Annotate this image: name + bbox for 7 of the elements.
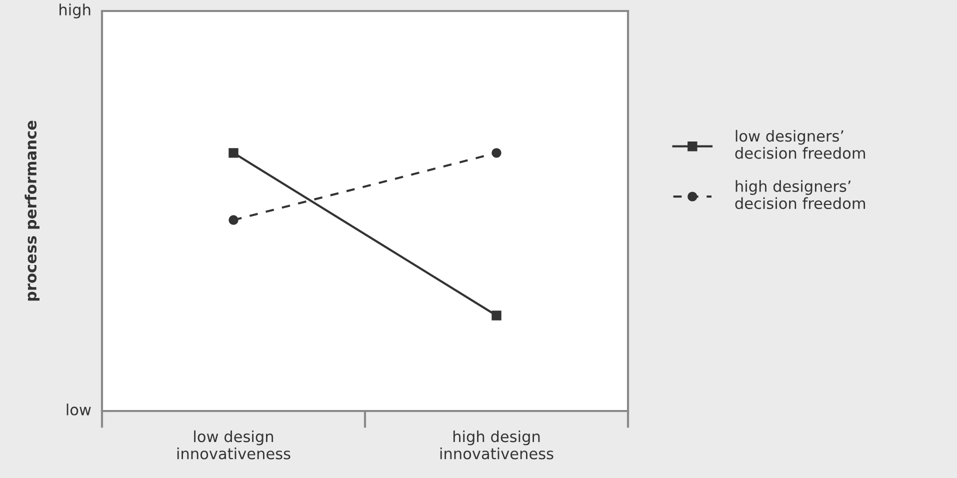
x-tick-label: high design innovativeness xyxy=(440,430,554,460)
x-tick-label: low design innovativeness xyxy=(177,430,290,460)
legend-label: high designers’ decision freedom xyxy=(735,180,865,210)
text: high xyxy=(60,4,90,18)
y-axis-title: process performance xyxy=(24,120,40,301)
text: low xyxy=(66,404,91,416)
legend-label: low designers’ decision freedom xyxy=(735,130,865,159)
